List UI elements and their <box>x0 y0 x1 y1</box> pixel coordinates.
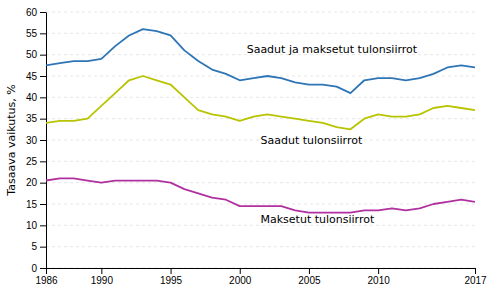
grid-line <box>46 204 475 205</box>
x-tick-mark <box>171 268 172 274</box>
grid-line <box>46 268 475 269</box>
y-tick-label: 0 <box>31 263 37 274</box>
y-tick-label: 15 <box>26 199 38 210</box>
grid-line <box>46 118 475 119</box>
y-tick-label: 40 <box>26 92 38 103</box>
y-tick-mark <box>40 76 46 77</box>
x-tick-mark <box>309 268 310 274</box>
y-tick-label: 45 <box>26 71 38 82</box>
y-axis: 0 5 10 15 20 25 30 35 40 45 50 55 60 <box>26 7 47 274</box>
x-tick-label: 2000 <box>229 275 252 286</box>
y-tick: 25 <box>26 156 46 167</box>
y-tick-mark <box>40 119 46 120</box>
y-tick-mark <box>40 183 46 184</box>
x-tick-mark <box>101 268 102 274</box>
line <box>46 76 475 129</box>
x-tick-mark <box>46 268 47 274</box>
y-tick: 40 <box>26 92 46 103</box>
y-tick: 60 <box>26 7 46 18</box>
y-tick-label: 30 <box>26 135 38 146</box>
y-tick-mark <box>40 161 46 162</box>
y-tick-mark <box>40 55 46 56</box>
y-tick: 55 <box>26 28 46 39</box>
grid-line <box>46 246 475 247</box>
annotation: Saadut tulonsiirrot <box>261 134 363 147</box>
grid-line <box>46 161 475 162</box>
y-tick: 35 <box>26 113 46 124</box>
x-tick-mark <box>378 268 379 274</box>
y-tick-mark <box>40 97 46 98</box>
y-tick: 20 <box>26 177 46 188</box>
y-tick: 5 <box>31 241 46 252</box>
y-tick-mark <box>40 225 46 226</box>
y-tick-label: 35 <box>26 113 38 124</box>
y-tick-label: 60 <box>26 7 38 18</box>
grid-line <box>46 12 475 13</box>
x-tick: 1995 <box>160 268 183 286</box>
y-tick-mark <box>40 268 46 269</box>
x-tick-label: 1990 <box>91 275 114 286</box>
annotation: Saadut ja maksetut tulonsiirrot <box>247 43 418 56</box>
y-tick-label: 10 <box>26 220 38 231</box>
y-tick: 50 <box>26 49 46 60</box>
x-tick: 2017 <box>464 268 487 286</box>
y-tick-mark <box>40 12 46 13</box>
y-tick: 30 <box>26 135 46 146</box>
y-tick-label: 5 <box>31 241 37 252</box>
x-tick-label: 2010 <box>368 275 391 286</box>
y-tick-label: 25 <box>26 156 38 167</box>
y-tick-label: 50 <box>26 49 38 60</box>
y-tick-mark <box>40 140 46 141</box>
x-tick-mark <box>475 268 476 274</box>
line <box>46 178 475 212</box>
y-tick-label: 20 <box>26 177 38 188</box>
x-tick-label: 2017 <box>464 275 487 286</box>
x-tick-label: 1986 <box>35 275 58 286</box>
annotations: Saadut ja maksetut tulonsiirrot Saadut tu… <box>247 43 418 227</box>
grid-line <box>46 182 475 183</box>
x-axis: 1986 1990 1995 2000 2005 2010 2017 <box>35 268 487 286</box>
y-tick-mark <box>40 247 46 248</box>
x-tick: 1986 <box>35 268 58 286</box>
y-tick: 0 <box>31 263 46 274</box>
grid <box>46 12 475 268</box>
axis-line <box>47 268 476 269</box>
y-tick: 15 <box>26 199 46 210</box>
x-tick: 2010 <box>368 268 391 286</box>
x-tick-label: 1995 <box>160 275 183 286</box>
annotation: Maksetut tulonsiirrot <box>261 213 375 226</box>
grid-line <box>46 33 475 34</box>
y-tick: 10 <box>26 220 46 231</box>
x-tick: 2000 <box>229 268 252 286</box>
x-tick-label: 2005 <box>298 275 321 286</box>
x-tick-mark <box>240 268 241 274</box>
y-axis-title: Tasaava vaikutus, % <box>5 84 18 196</box>
lines <box>46 29 475 212</box>
x-tick: 2005 <box>298 268 321 286</box>
chart: 1986 1990 1995 2000 2005 2010 2017 0 5 10 15 20 25 30… <box>0 0 491 292</box>
x-tick: 1990 <box>91 268 114 286</box>
y-tick-mark <box>40 33 46 34</box>
y-tick: 45 <box>26 71 46 82</box>
axis-line <box>46 13 47 269</box>
y-tick-mark <box>40 204 46 205</box>
line <box>46 29 475 93</box>
y-tick-label: 55 <box>26 28 38 39</box>
